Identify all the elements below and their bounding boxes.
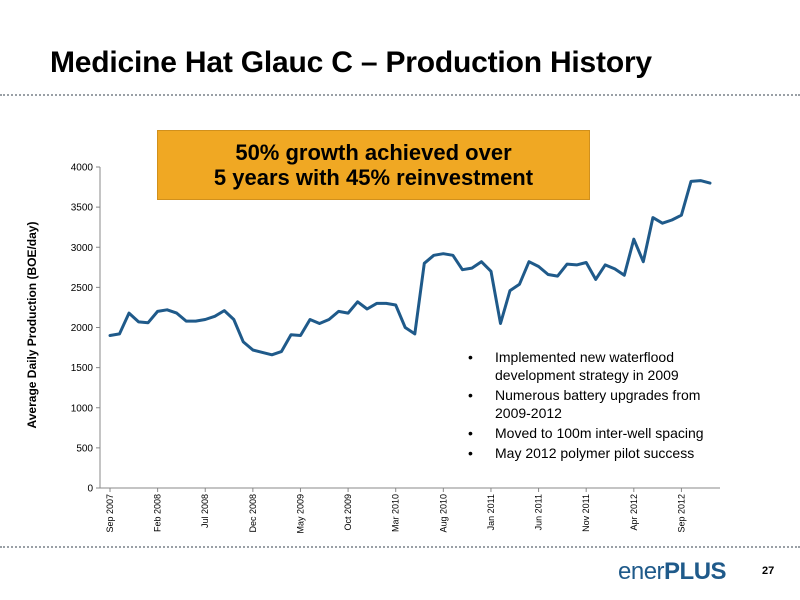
x-tick-label: Mar 2010 <box>391 494 401 532</box>
bullet-item: May 2012 polymer pilot success <box>466 444 736 462</box>
x-axis-ticks: Sep 2007 Feb 2008 Jul 2008 Dec 2008 May 2009… <box>105 488 686 534</box>
x-tick-label: Dec 2008 <box>248 494 258 533</box>
y-tick-label: 3000 <box>71 243 94 254</box>
enerplus-logo: enerPLUS <box>618 558 727 585</box>
x-tick-label: Feb 2008 <box>153 494 163 532</box>
bullet-item: Moved to 100m inter-well spacing <box>466 424 736 442</box>
y-tick-label: 4000 <box>71 163 94 174</box>
x-tick-label: Oct 2009 <box>343 494 353 531</box>
y-tick-label: 3500 <box>71 203 94 214</box>
highlights-list: Implemented new waterflood development s… <box>466 348 736 464</box>
x-tick-label: May 2009 <box>295 494 305 534</box>
growth-callout: 50% growth achieved over 5 years with 45… <box>157 130 590 200</box>
y-tick-label: 2000 <box>71 323 94 334</box>
x-tick-label: Jun 2011 <box>534 494 544 530</box>
page-number: 27 <box>762 565 775 577</box>
bullet-item: Implemented new waterflood development s… <box>466 348 736 384</box>
x-tick-label: Sep 2012 <box>676 494 686 533</box>
x-tick-label: Jan 2011 <box>486 494 496 530</box>
x-tick-label: Nov 2011 <box>581 494 591 532</box>
y-tick-label: 0 <box>87 484 93 495</box>
x-tick-label: Sep 2007 <box>105 494 115 533</box>
y-axis-label: Average Daily Production (BOE/day) <box>25 221 39 429</box>
x-tick-label: Apr 2012 <box>629 494 639 531</box>
y-tick-label: 1000 <box>71 403 94 414</box>
bullet-item: Numerous battery upgrades from 2009-2012 <box>466 386 736 422</box>
y-tick-label: 1500 <box>71 363 94 374</box>
bottom-divider <box>0 546 800 548</box>
callout-line-2: 5 years with 45% reinvestment <box>213 165 534 190</box>
y-tick-label: 500 <box>76 443 93 454</box>
x-tick-label: Aug 2010 <box>438 494 448 533</box>
production-line <box>108 179 712 357</box>
y-axis-ticks: 0 500 1000 1500 2000 2500 3000 3500 4000 <box>71 163 100 495</box>
x-tick-label: Jul 2008 <box>200 494 210 528</box>
top-divider <box>0 94 800 96</box>
y-tick-label: 2500 <box>71 283 94 294</box>
slide-title: Medicine Hat Glauc C – Production Histor… <box>50 46 652 79</box>
callout-line-1: 50% growth achieved over <box>235 140 512 165</box>
